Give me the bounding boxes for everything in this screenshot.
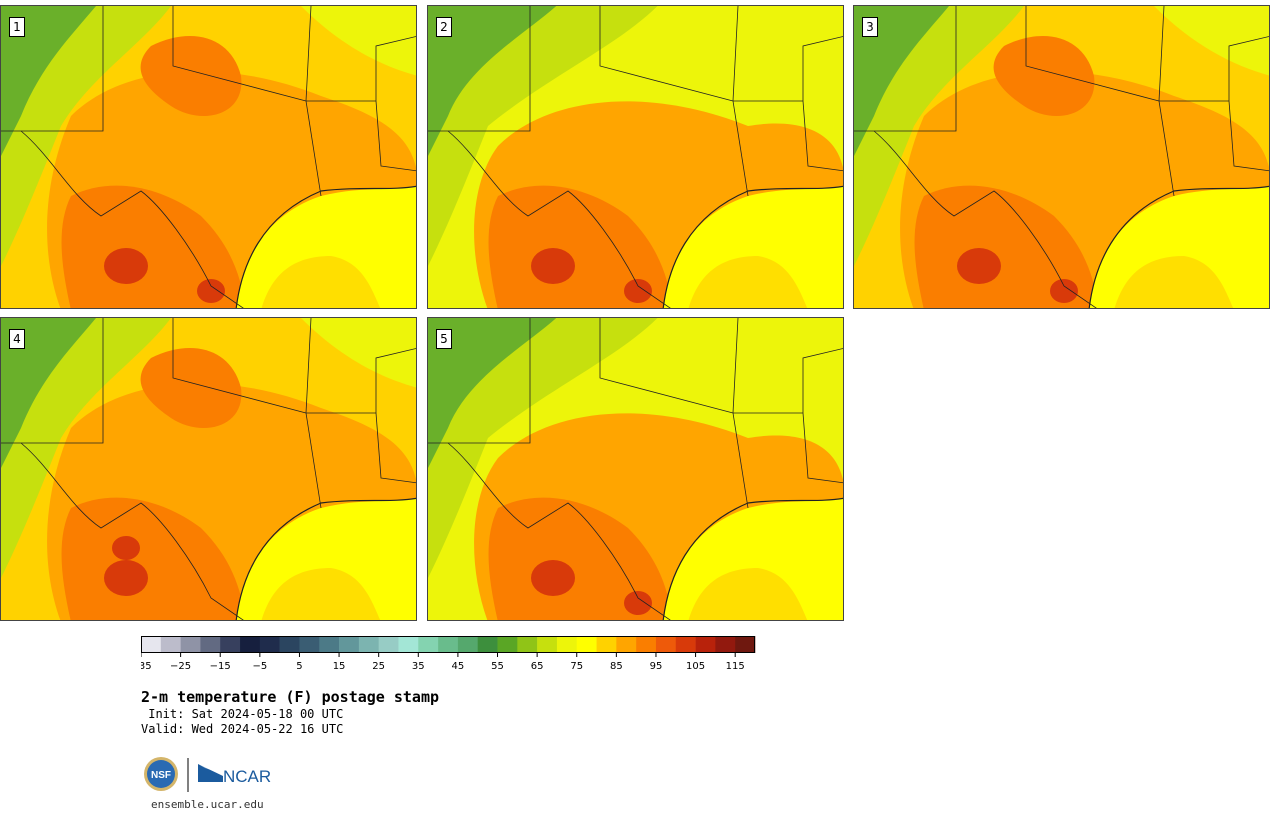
colorbar-segment <box>141 636 162 653</box>
postage-stamp-panel-4: 4 <box>0 317 417 621</box>
colorbar-tick-label: 65 <box>531 661 544 672</box>
colorbar-segment <box>675 636 696 653</box>
temperature-map <box>428 6 843 308</box>
temperature-map <box>1 318 416 620</box>
colorbar-segment <box>636 636 657 653</box>
colorbar-segment <box>220 636 241 653</box>
colorbar-tick-label: 85 <box>610 661 623 672</box>
nsf-logo: NSF <box>144 757 178 791</box>
colorbar-tick-label: 75 <box>570 661 583 672</box>
website-url: ensemble.ucar.edu <box>151 798 264 811</box>
colorbar-segment <box>616 636 637 653</box>
colorbar-segment <box>497 636 518 653</box>
temperature-map <box>854 6 1269 308</box>
colorbar-tick-label: −25 <box>170 661 191 672</box>
temperature-colorbar: −35 −25 −15 −5 5 15 25 35 45 55 65 75 85 95 105 115 <box>141 636 756 672</box>
init-time: Init: Sat 2024-05-18 00 UTC <box>141 707 344 721</box>
valid-time: Valid: Wed 2024-05-22 16 UTC <box>141 722 344 736</box>
colorbar-tick-label: 15 <box>333 661 346 672</box>
temperature-map <box>428 318 843 620</box>
colorbar-tick-label: 35 <box>412 661 425 672</box>
colorbar-tick-label: 105 <box>686 661 705 672</box>
colorbar-segment <box>735 636 756 653</box>
colorbar-segment <box>180 636 201 653</box>
colorbar-tick-label: 115 <box>726 661 745 672</box>
colorbar-segment <box>715 636 736 653</box>
temperature-map <box>1 6 416 308</box>
colorbar-segment <box>358 636 379 653</box>
postage-stamp-panel-5: 5 <box>427 317 844 621</box>
colorbar-segment <box>537 636 558 653</box>
colorbar-segment <box>576 636 597 653</box>
colorbar-segment <box>596 636 617 653</box>
colorbar-tick-label: −35 <box>141 661 152 672</box>
colorbar-segment <box>378 636 399 653</box>
colorbar-segment <box>556 636 578 653</box>
panel-number-label: 3 <box>862 17 878 37</box>
colorbar-segment <box>200 636 221 653</box>
sponsor-logos: NSF NCAR <box>144 757 271 792</box>
colorbar-segment <box>319 636 340 653</box>
colorbar-segment <box>655 636 677 653</box>
colorbar-segment <box>339 636 360 653</box>
svg-text:NSF: NSF <box>151 770 171 781</box>
colorbar-tick-label: 95 <box>650 661 663 672</box>
panel-number-label: 1 <box>9 17 25 37</box>
panel-number-label: 4 <box>9 329 25 349</box>
postage-stamp-panel-3: 3 <box>853 5 1270 309</box>
colorbar-segment <box>279 636 300 653</box>
colorbar-tick-label: −15 <box>210 661 231 672</box>
panel-number-label: 2 <box>436 17 452 37</box>
colorbar-tick-label: 25 <box>372 661 385 672</box>
colorbar-segment <box>240 636 261 653</box>
colorbar-tick-label: 5 <box>296 661 302 672</box>
colorbar-segment <box>457 636 479 653</box>
plot-title: 2-m temperature (F) postage stamp <box>141 688 440 706</box>
panel-number-label: 5 <box>436 329 452 349</box>
postage-stamp-panel-2: 2 <box>427 5 844 309</box>
colorbar-segment <box>418 636 439 653</box>
colorbar-segment <box>160 636 181 653</box>
colorbar-segment <box>477 636 498 653</box>
colorbar-segment <box>517 636 538 653</box>
colorbar-segment <box>695 636 716 653</box>
colorbar-tick-label: 55 <box>491 661 504 672</box>
colorbar-tick-label: 45 <box>452 661 465 672</box>
colorbar-segment <box>438 636 459 653</box>
colorbar-segment <box>259 636 280 653</box>
postage-stamp-panel-1: 1 <box>0 5 417 309</box>
colorbar-segment <box>398 636 419 653</box>
colorbar-tick-label: −5 <box>252 661 267 672</box>
svg-text:NCAR: NCAR <box>223 767 271 786</box>
colorbar-segment <box>299 636 320 653</box>
ncar-logo: NCAR <box>198 764 271 786</box>
